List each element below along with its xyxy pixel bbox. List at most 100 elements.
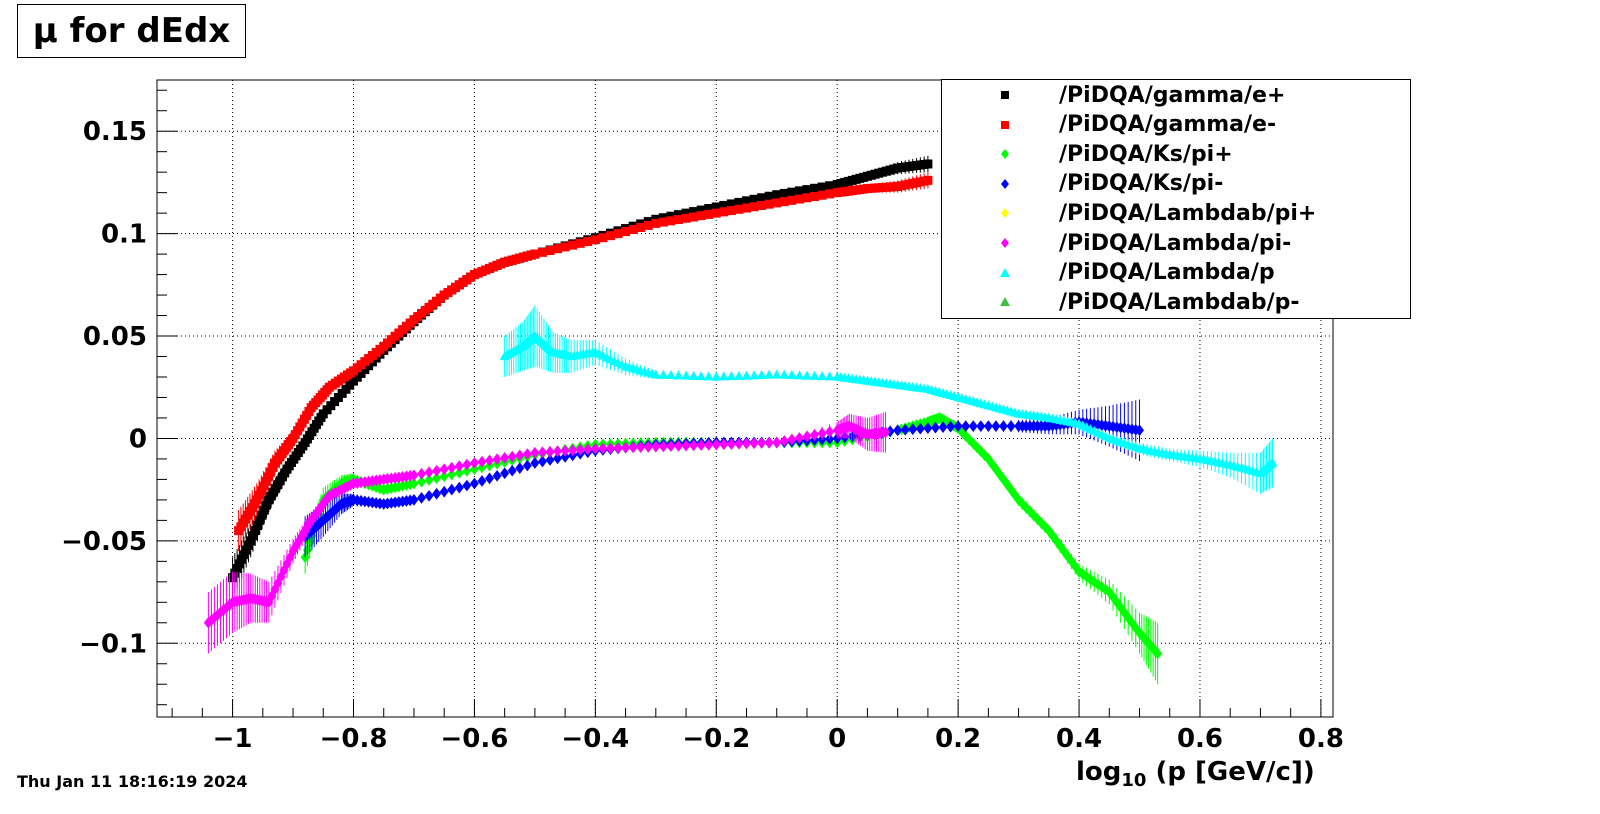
data-point: [666, 440, 676, 452]
data-point: [537, 446, 547, 459]
data-point: [432, 464, 442, 477]
data-point: [976, 420, 986, 433]
data-point: [757, 200, 767, 210]
data-point: [492, 469, 502, 482]
data-point: [787, 187, 797, 197]
data-point: [689, 439, 699, 452]
data-point: [779, 188, 789, 198]
data-point: [772, 198, 782, 208]
data-point: [246, 536, 256, 546]
legend-entry: /PiDQA/gamma/e+: [942, 80, 1410, 110]
data-point: [681, 370, 691, 380]
data-point: [417, 467, 427, 480]
data-point: [598, 233, 608, 243]
data-point: [234, 559, 244, 569]
data-point: [779, 369, 790, 379]
data-point: [756, 370, 767, 380]
legend-label: /PiDQA/gamma/e-: [1059, 112, 1277, 138]
x-tick-label: −0.8: [320, 724, 388, 754]
data-point: [1055, 540, 1065, 552]
data-point: [232, 564, 242, 574]
data-point: [817, 182, 827, 192]
data-point: [696, 211, 706, 221]
data-point: [673, 210, 683, 220]
data-point: [673, 215, 683, 225]
data-point: [704, 209, 714, 219]
data-point: [983, 420, 993, 433]
data-point: [734, 437, 744, 450]
data-point: [432, 487, 442, 500]
data-point: [893, 424, 903, 437]
data-point: [257, 510, 267, 520]
data-point: [719, 207, 729, 217]
data-point: [772, 190, 782, 200]
data-point: [726, 199, 736, 209]
data-point: [794, 370, 805, 380]
data-point: [794, 432, 804, 444]
data-point: [802, 430, 812, 443]
legend-entry: /PiDQA/Ks/pi-: [942, 169, 1410, 199]
data-point: [462, 465, 472, 477]
data-point: [726, 371, 737, 381]
x-tick-label: −0.2: [682, 724, 750, 754]
data-point: [665, 370, 676, 380]
data-point: [779, 197, 789, 207]
data-point: [900, 423, 910, 436]
data-point: [492, 453, 502, 466]
legend: /PiDQA/gamma/e+ /PiDQA/gamma/e- /PiDQA/Ks/…: [941, 79, 1411, 319]
legend-marker: [998, 110, 1012, 140]
data-point: [779, 435, 789, 447]
data-point: [643, 220, 653, 230]
data-point: [1101, 583, 1111, 596]
data-point: [203, 616, 213, 629]
data-point: [500, 467, 510, 480]
data-point: [786, 370, 797, 380]
data-point: [545, 454, 555, 466]
data-point: [734, 370, 744, 380]
data-point: [605, 231, 615, 241]
data-point: [568, 444, 578, 457]
data-point: [742, 196, 752, 206]
data-point: [409, 477, 419, 490]
data-point: [255, 515, 265, 525]
data-point: [666, 216, 676, 226]
data-point: [454, 466, 464, 479]
data-point: [447, 461, 457, 474]
data-point: [794, 194, 804, 204]
data-point: [817, 371, 828, 381]
data-point: [265, 467, 275, 477]
data-point: [847, 430, 857, 443]
data-point: [598, 442, 608, 455]
plot-frame: [156, 79, 1334, 718]
data-point: [734, 204, 744, 214]
data-point: [711, 208, 721, 218]
y-tick-label: 0.15: [83, 117, 147, 147]
data-point: [206, 614, 216, 627]
data-point: [810, 429, 820, 441]
data-point: [998, 420, 1008, 433]
legend-label: /PiDQA/Lambdab/pi+: [1059, 200, 1317, 226]
data-point: [469, 457, 479, 469]
data-point: [485, 472, 495, 485]
data-point: [259, 505, 269, 515]
data-point: [802, 193, 812, 203]
data-point: [477, 455, 487, 468]
data-point: [673, 440, 683, 452]
data-point: [719, 438, 729, 451]
legend-marker: [998, 80, 1012, 110]
data-point: [439, 463, 449, 476]
data-point: [749, 194, 759, 204]
data-point: [787, 195, 797, 205]
data-point: [681, 439, 691, 452]
data-point: [477, 475, 487, 487]
data-point: [810, 183, 820, 193]
data-point: [613, 229, 623, 239]
data-point: [545, 445, 555, 458]
data-point: [718, 371, 729, 381]
data-point: [696, 371, 707, 381]
data-point: [575, 238, 585, 248]
data-point: [757, 193, 767, 203]
data-point: [689, 207, 699, 217]
data-point: [824, 371, 835, 381]
x-axis-label-rest: (p [GeV/c]): [1146, 757, 1315, 787]
